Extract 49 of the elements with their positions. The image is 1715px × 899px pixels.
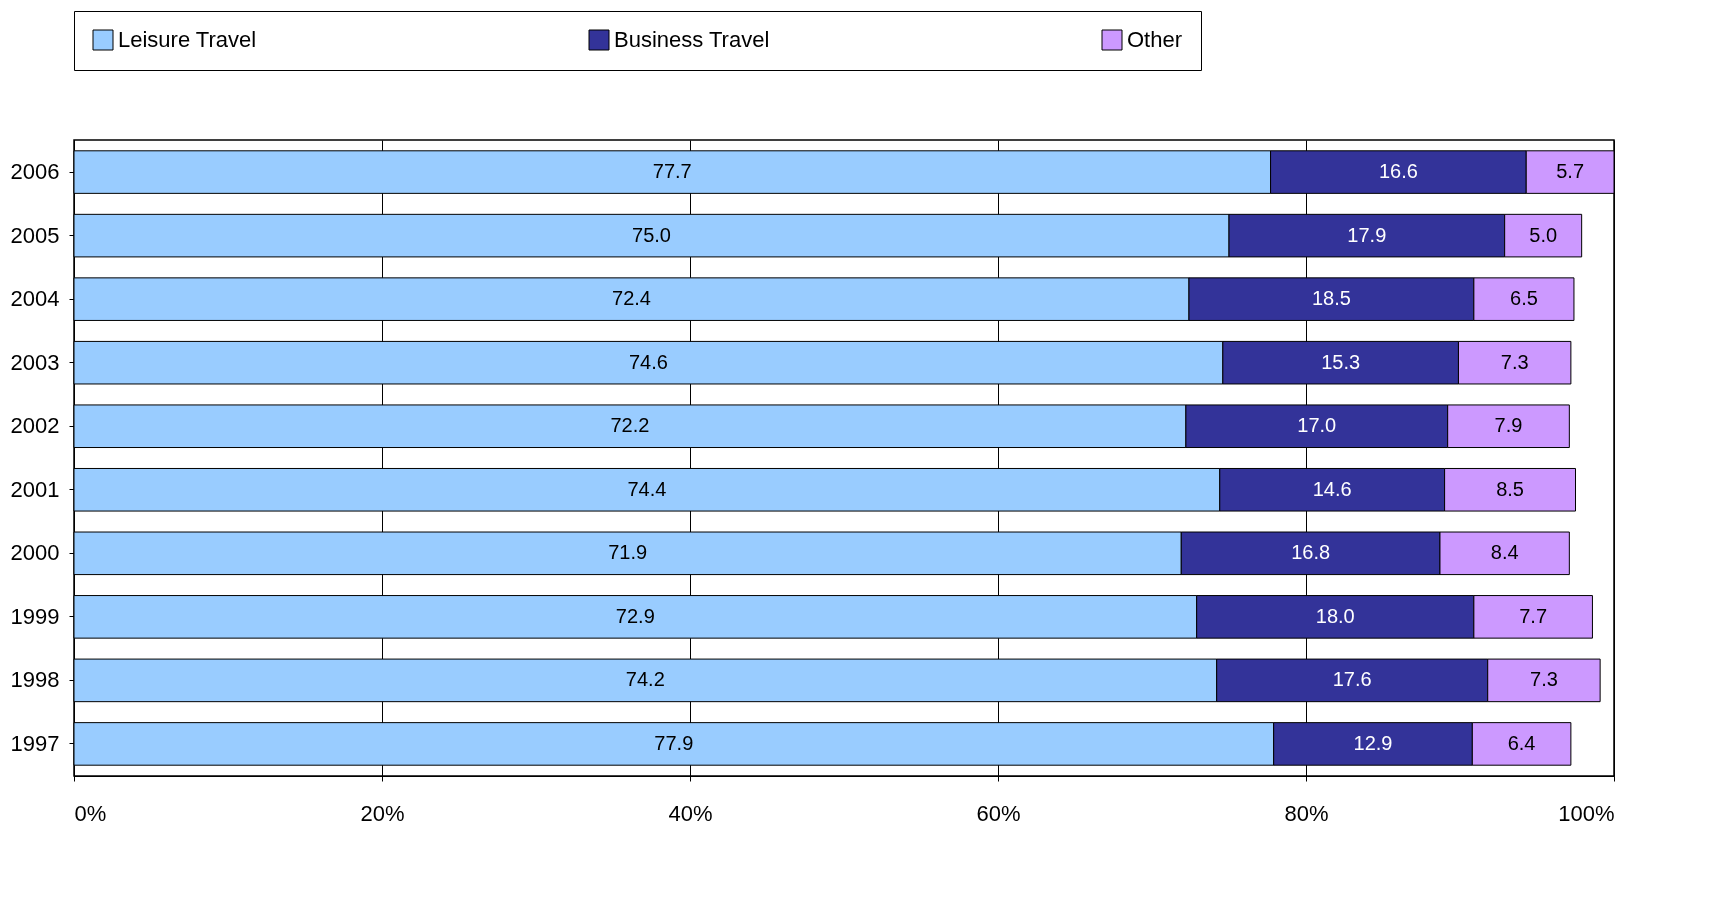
x-tick-label: 80% [1284,800,1329,826]
data-label: 5.7 [1556,160,1585,183]
data-label: 77.7 [652,160,692,183]
data-label: 72.9 [615,604,655,627]
data-label: 72.4 [612,287,651,310]
data-label: 74.4 [627,477,667,500]
legend-label: Leisure Travel [118,27,257,52]
data-label: 6.4 [1507,731,1536,754]
legend-label: Business Travel [614,27,770,52]
y-tick-label: 1997 [10,730,60,756]
x-tick-label: 40% [668,800,713,826]
data-label: 75.0 [632,223,671,246]
y-tick-label: 2005 [10,222,60,248]
y-tick-label: 1998 [10,667,60,693]
data-label: 8.4 [1490,541,1519,564]
data-label: 18.0 [1315,604,1355,627]
data-label: 8.5 [1496,477,1524,500]
data-label: 6.5 [1510,287,1538,310]
data-label: 7.7 [1519,604,1548,627]
x-tick-label: 0% [74,800,107,826]
y-tick-label: 2000 [10,540,60,566]
data-label: 16.6 [1378,160,1418,183]
data-label: 77.9 [654,731,694,754]
x-tick-label: 20% [360,800,405,826]
data-label: 15.3 [1321,350,1361,373]
data-label: 74.2 [625,668,665,691]
data-label: 12.9 [1353,731,1393,754]
data-label: 7.9 [1494,414,1523,437]
data-label: 7.3 [1530,668,1558,691]
data-label: 72.2 [610,414,650,437]
data-label: 16.8 [1291,541,1331,564]
y-tick-label: 2006 [10,159,60,185]
y-tick-label: 1999 [10,603,60,629]
data-label: 5.0 [1529,223,1558,246]
y-tick-label: 2001 [10,476,60,502]
y-tick-label: 2002 [10,413,60,439]
data-label: 7.3 [1500,350,1529,373]
data-label: 17.0 [1297,414,1337,437]
data-label: 14.6 [1312,477,1352,500]
data-label: 18.5 [1311,287,1351,310]
legend-label: Other [1127,27,1183,52]
x-tick-label: 100% [1558,800,1615,826]
data-label: 17.6 [1332,668,1372,691]
x-tick-label: 60% [976,800,1021,826]
y-tick-label: 2003 [10,349,60,375]
data-label: 71.9 [608,541,648,564]
y-tick-label: 2004 [10,286,60,312]
data-label: 17.9 [1347,223,1387,246]
data-label: 74.6 [628,350,668,373]
